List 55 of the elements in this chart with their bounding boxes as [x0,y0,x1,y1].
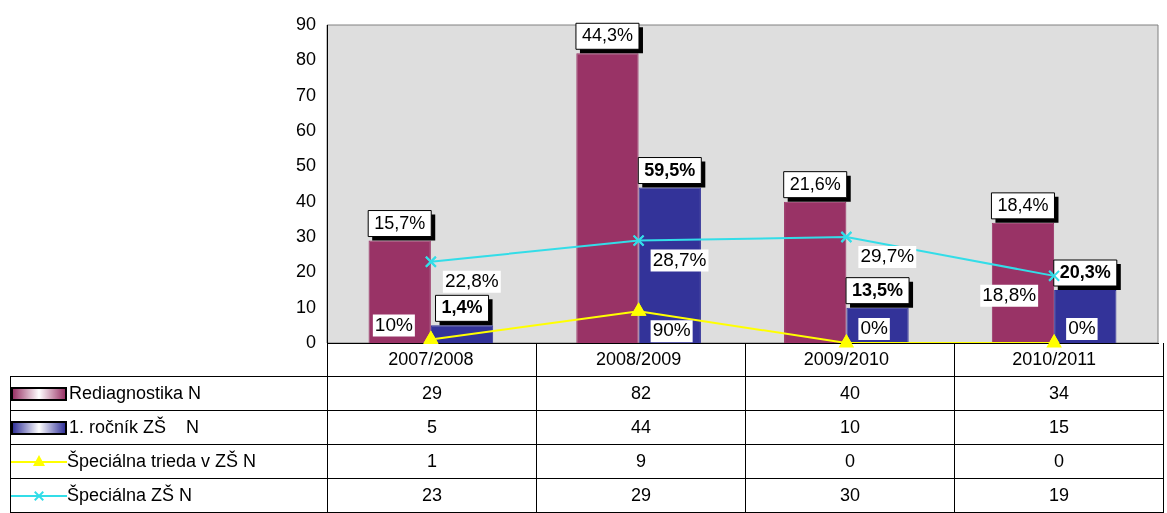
annotation: 22,8% [444,269,499,291]
annotation: 1,4% [441,297,483,318]
x-tick-label: 2008/2009 [596,348,682,369]
data-label: 1 [327,444,537,479]
data-label: 82 [536,376,746,411]
y-tick-label: 0 [305,331,316,352]
annotation: 59,5% [644,159,696,180]
data-label: 0 [745,444,955,479]
data-label: 44 [536,410,746,445]
y-tick-label: 80 [295,49,316,70]
annotation: 29,7% [860,245,915,267]
annotation: 0% [1068,317,1096,339]
data-label: 9 [536,444,746,479]
x-tick-label: 2010/2011 [1012,348,1097,369]
point [631,303,646,316]
data-label: 5 [327,410,537,445]
annotation: 20,3% [1059,261,1111,282]
annotation: 44,3% [581,25,633,46]
data-label: 40 [745,376,955,411]
annotation: 0% [860,317,888,339]
annotation: 15,7% [374,212,426,233]
x-tick-label: 2009/2010 [803,348,889,369]
x-tick-label: 2007/2008 [388,348,474,369]
data-label: 30 [745,478,955,513]
annotation: 18,8% [982,284,1037,306]
annotation: 28,7% [652,248,707,270]
annotation: 18,4% [997,194,1049,215]
data-label: 34 [954,376,1164,411]
annotation: 13,5% [852,279,904,300]
point [632,234,645,247]
legend-label: Špeciálna trieda v ZŠ N [10,444,328,479]
y-tick-label: 10 [295,296,316,317]
point [424,255,437,268]
legend-label: 1. ročník ZŠ N [10,410,328,445]
annotation: 10% [374,313,413,335]
data-label: 23 [327,478,537,513]
y-tick-label: 30 [295,225,316,246]
legend-label: Špeciálna ZŠ N [10,478,328,513]
data-label: 29 [327,376,537,411]
y-tick-label: 70 [295,84,316,105]
data-label: 10 [745,410,955,445]
data-label: 0 [954,444,1164,479]
y-tick-label: 50 [295,155,316,176]
y-tick-label: 40 [295,190,316,211]
annotation: 90% [652,319,691,341]
y-tick-label: 60 [295,119,316,140]
y-tick-label: 20 [295,261,316,282]
point [839,335,854,348]
data-label: 19 [954,478,1164,513]
data-label: 29 [536,478,746,513]
legend-label: Rediagnostika N [10,376,328,411]
data-label: 15 [954,410,1164,445]
annotation: 21,6% [789,173,841,194]
y-tick-label: 90 [295,13,316,34]
point [1047,335,1062,348]
